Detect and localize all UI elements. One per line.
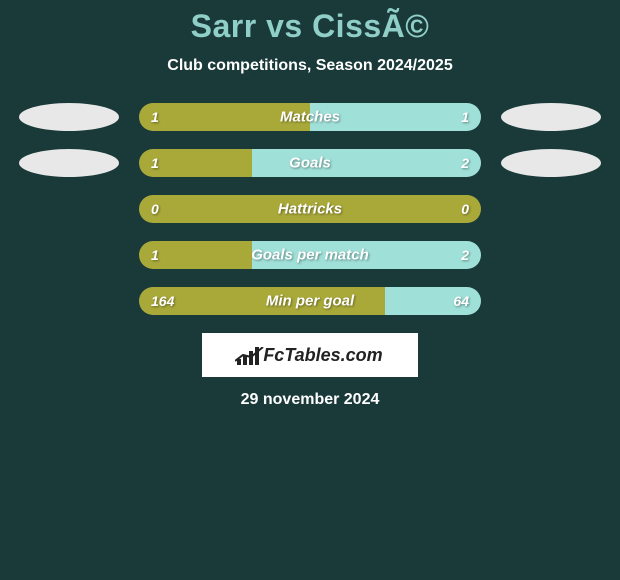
stat-row: Min per goal 164 64: [0, 287, 620, 315]
stat-rows: Matches 1 1 Goals 1 2 Hattricks 0 0 Goals per mat…: [0, 103, 620, 315]
player-left-ellipse: [19, 103, 119, 131]
comparison-container: Sarr vs CissÃ© Club competitions, Season…: [0, 0, 620, 409]
stat-row: Matches 1 1: [0, 103, 620, 131]
stat-bar: Matches 1 1: [139, 103, 481, 131]
player-right-ellipse: [501, 103, 601, 131]
logo-text: FcTables.com: [263, 345, 382, 366]
stat-row: Goals 1 2: [0, 149, 620, 177]
subtitle: Club competitions, Season 2024/2025: [0, 57, 620, 75]
stat-value-right: 2: [461, 247, 469, 263]
stat-label: Min per goal: [266, 293, 354, 310]
stat-value-left: 1: [151, 155, 159, 171]
stat-bar: Min per goal 164 64: [139, 287, 481, 315]
stat-bar: Goals per match 1 2: [139, 241, 481, 269]
stat-bar: Goals 1 2: [139, 149, 481, 177]
stat-label: Hattricks: [278, 201, 342, 218]
stat-row: Goals per match 1 2: [0, 241, 620, 269]
bar-segment-right: [252, 149, 481, 177]
stat-value-right: 1: [461, 109, 469, 125]
stat-value-right: 0: [461, 201, 469, 217]
stat-value-left: 164: [151, 293, 174, 309]
page-title: Sarr vs CissÃ©: [0, 8, 620, 45]
stat-value-left: 1: [151, 109, 159, 125]
bar-chart-icon: [237, 345, 259, 365]
player-left-ellipse: [19, 149, 119, 177]
stat-label: Goals: [289, 155, 331, 172]
stat-value-right: 2: [461, 155, 469, 171]
stat-label: Goals per match: [251, 247, 369, 264]
stat-bar: Hattricks 0 0: [139, 195, 481, 223]
logo-box: FcTables.com: [202, 333, 418, 377]
stat-label: Matches: [280, 109, 340, 126]
stat-value-left: 1: [151, 247, 159, 263]
player-right-ellipse: [501, 149, 601, 177]
stat-row: Hattricks 0 0: [0, 195, 620, 223]
date-text: 29 november 2024: [0, 391, 620, 409]
stat-value-right: 64: [453, 293, 469, 309]
stat-value-left: 0: [151, 201, 159, 217]
